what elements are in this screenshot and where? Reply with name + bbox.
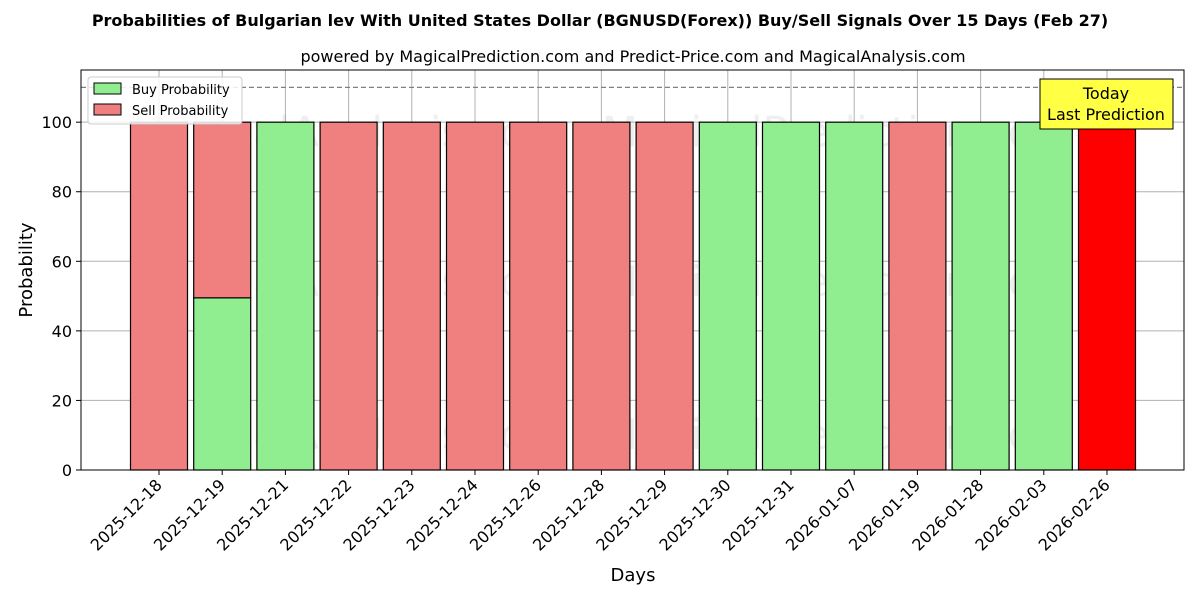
buy-bar: [256, 121, 315, 471]
x-axis-label: Days: [611, 565, 656, 586]
sell-bar: [193, 121, 252, 299]
y-tick-label: 100: [41, 113, 72, 132]
y-tick-label: 40: [52, 322, 72, 341]
buy-bar: [698, 121, 757, 471]
buy-bar: [761, 121, 821, 471]
legend-buy-label: Buy Probability: [132, 83, 230, 98]
sell-bar: [129, 121, 189, 471]
y-tick-label: 0: [62, 461, 72, 480]
annotation-line-1: Today: [1082, 84, 1129, 103]
legend-sell-label: Sell Probability: [132, 104, 229, 119]
sell-bar: [572, 121, 631, 471]
today-annotation: Today Last Prediction: [1039, 78, 1174, 130]
legend-buy-swatch: [93, 82, 122, 95]
buy-bar: [193, 297, 252, 471]
y-axis-label: Probability: [16, 222, 37, 317]
legend-sell-swatch: [93, 103, 122, 116]
chart-title: Probabilities of Bulgarian lev With Unit…: [92, 11, 1108, 30]
y-tick-label: 20: [52, 391, 72, 410]
bar-layer: [129, 121, 1137, 471]
sell-bar: [382, 121, 441, 471]
buy-bar: [1014, 121, 1073, 471]
sell-bar: [888, 121, 947, 471]
y-axis-ticks: 0 20 40 60 80 100: [41, 113, 81, 480]
legend: Buy Probability Sell Probability: [87, 76, 243, 125]
sell-bar: [319, 121, 378, 471]
sell-bar: [635, 121, 694, 471]
chart-subtitle: powered by MagicalPrediction.com and Pre…: [300, 47, 965, 66]
sell-bar: [509, 121, 568, 471]
plot-frame: [80, 69, 1185, 471]
x-axis-ticks: 2025-12-182025-12-192025-12-212025-12-22…: [87, 470, 1114, 555]
y-tick-label: 60: [52, 252, 72, 271]
annotation-line-2: Last Prediction: [1047, 105, 1165, 124]
sell-bar: [445, 121, 505, 471]
legend-box: [87, 76, 243, 125]
annotation-box: [1039, 78, 1174, 130]
y-tick-label: 80: [52, 183, 72, 202]
buy-bar: [825, 121, 884, 471]
highlight-sell-bar: [1077, 121, 1137, 471]
buy-bar: [951, 121, 1010, 471]
